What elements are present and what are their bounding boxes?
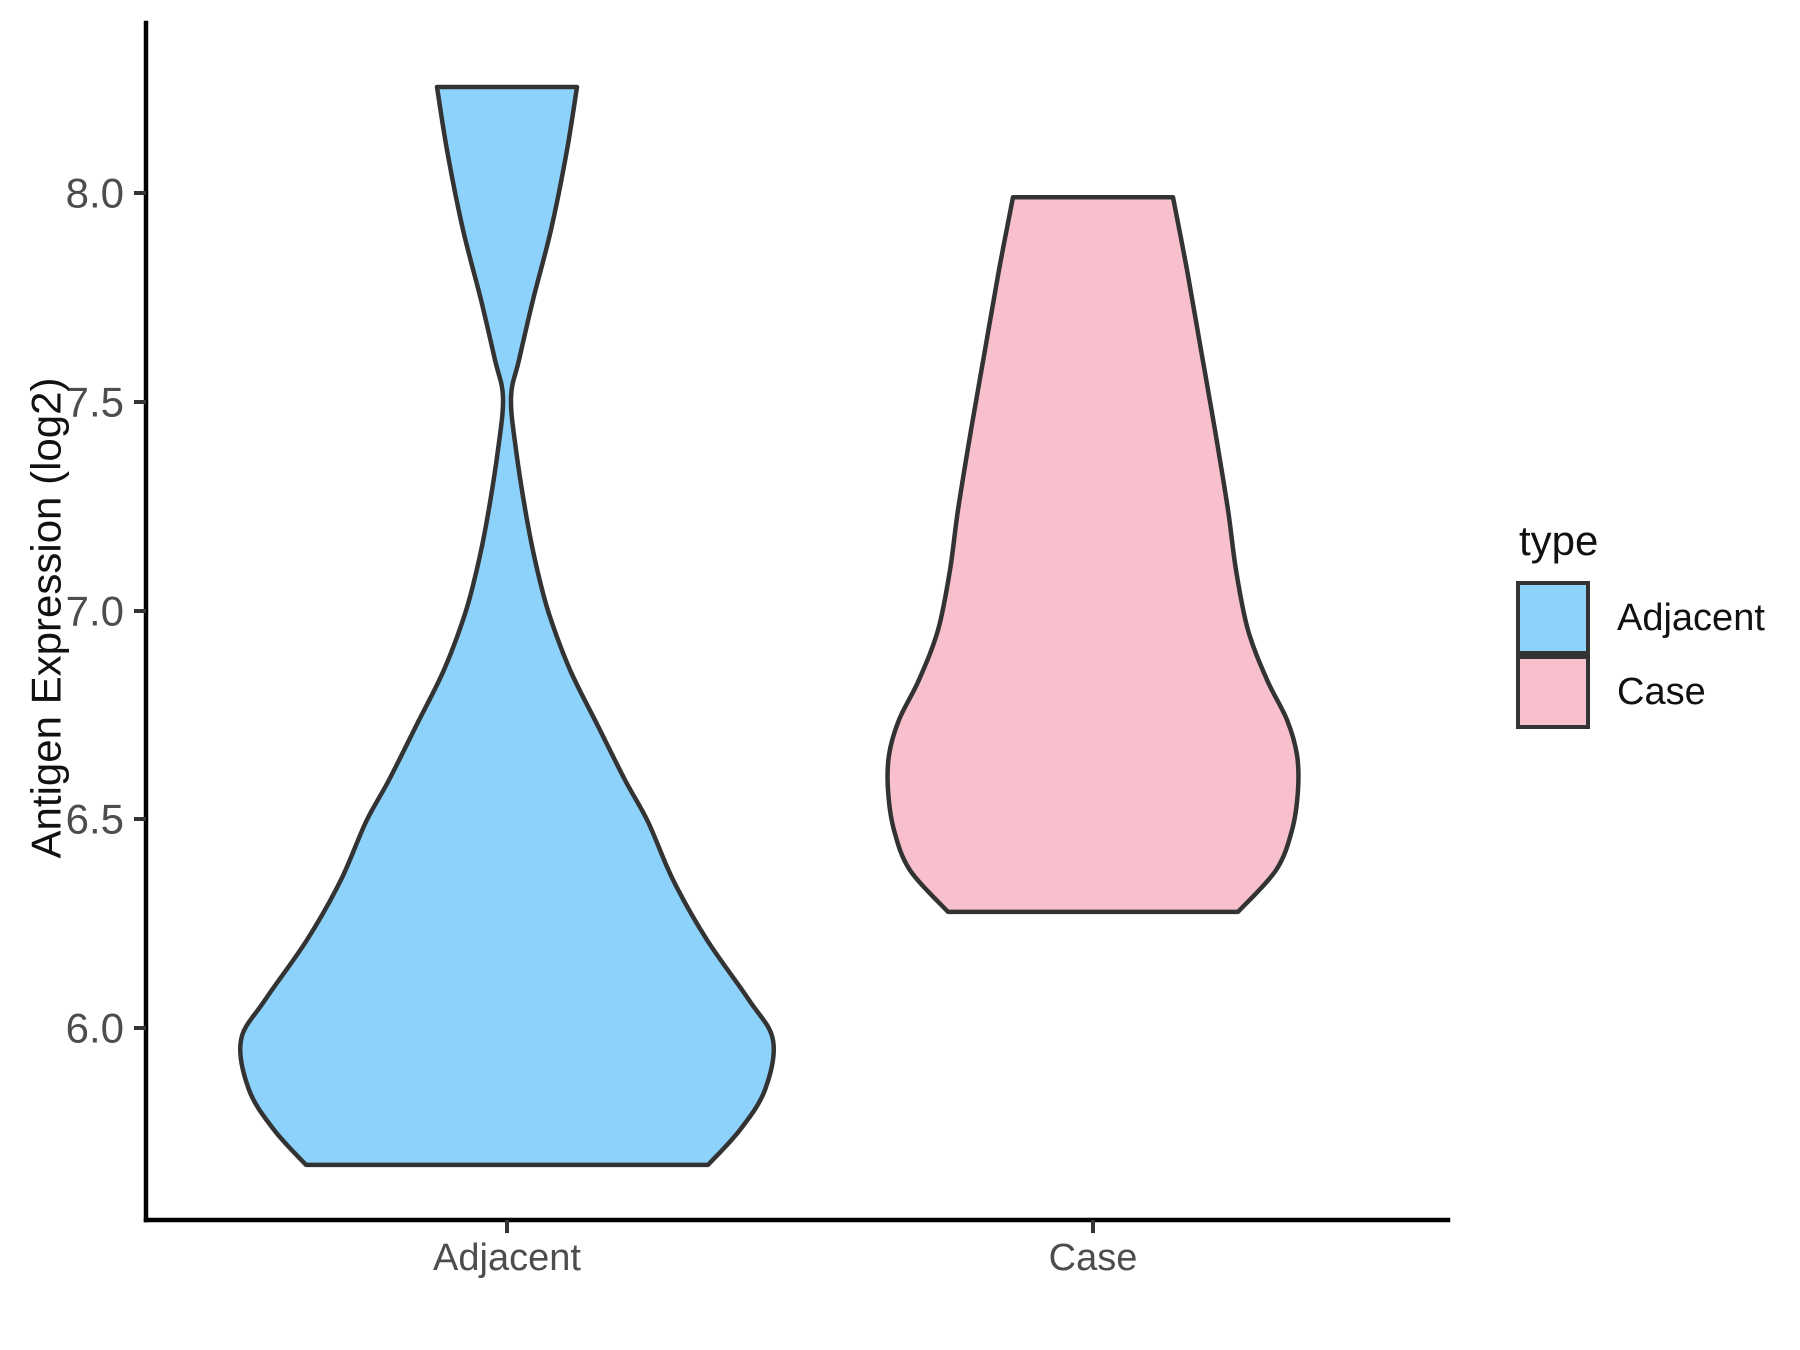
y-tick-label-6.0: 6.0 xyxy=(66,1005,124,1052)
legend-title: type xyxy=(1519,517,1598,564)
y-tick-marks xyxy=(134,191,146,1030)
x-tick-label-adjacent: Adjacent xyxy=(433,1237,581,1279)
legend-label-adjacent: Adjacent xyxy=(1617,597,1765,639)
y-tick-label-7.5: 7.5 xyxy=(66,379,124,426)
x-tick-marks xyxy=(505,1220,1095,1233)
y-tick-label-6.5: 6.5 xyxy=(66,796,124,843)
y-tick-labels: 8.0 7.5 7.0 6.5 6.0 xyxy=(66,170,124,1052)
legend-key-adjacent xyxy=(1516,581,1590,655)
legend-key-case xyxy=(1516,655,1590,729)
y-axis-title: Antigen Expression (log2) xyxy=(23,378,70,859)
y-tick-label-7.0: 7.0 xyxy=(66,588,124,635)
y-tick-label-8.0: 8.0 xyxy=(66,170,124,217)
violin-adjacent xyxy=(238,84,776,1168)
x-tick-label-case: Case xyxy=(1049,1237,1138,1279)
legend: type Adjacent Case xyxy=(1516,517,1765,729)
legend-label-case: Case xyxy=(1617,671,1706,713)
x-tick-labels: Adjacent Case xyxy=(433,1237,1137,1279)
violin-case xyxy=(885,194,1301,915)
violins xyxy=(238,84,1301,1168)
